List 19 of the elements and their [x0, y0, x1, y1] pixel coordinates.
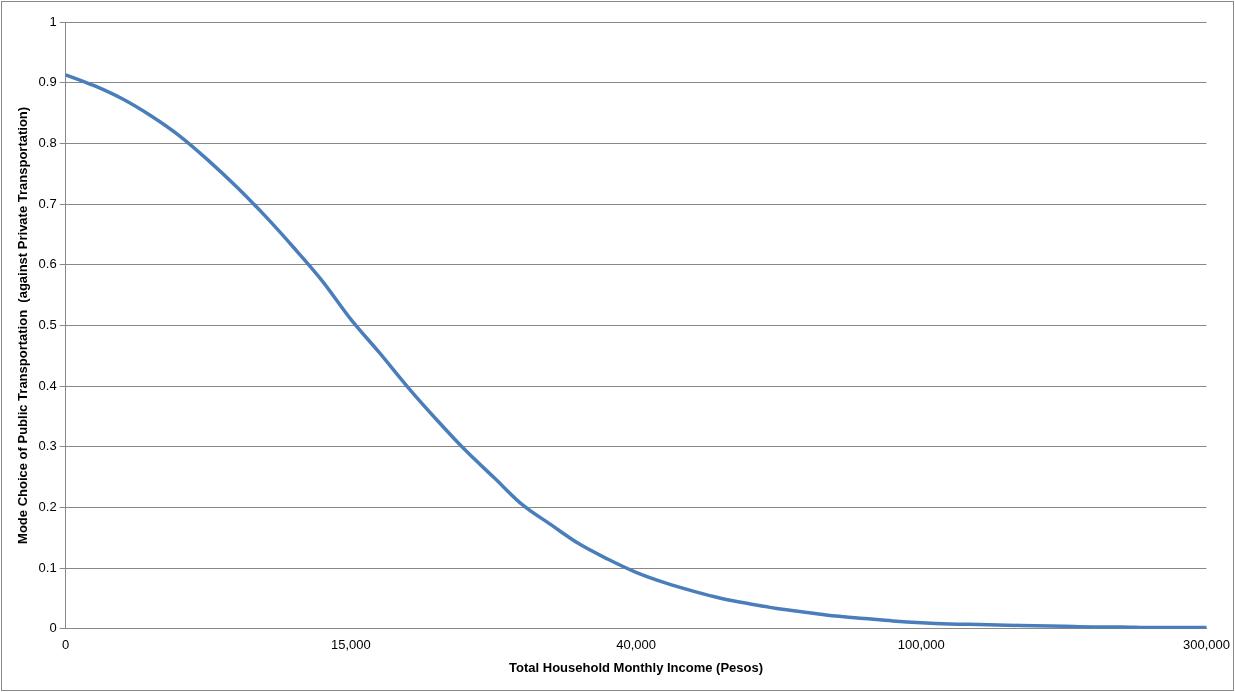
- y-tick-label: 0.5: [38, 316, 57, 332]
- y-tick-label: 0.3: [38, 438, 57, 454]
- y-tick-label: 0.8: [38, 134, 57, 150]
- y-tick-label: 0.2: [38, 499, 57, 515]
- x-tick-label: 15,000: [331, 637, 371, 653]
- y-tick-label: 0.4: [38, 377, 57, 393]
- y-tick-label: 0.7: [38, 195, 57, 211]
- y-tick-label: 0.6: [38, 256, 57, 272]
- line-series: [63, 73, 1209, 629]
- x-tick-label: 0: [62, 637, 70, 653]
- y-tick-label: 0: [49, 620, 57, 636]
- y-tick-label: 0.1: [38, 559, 57, 575]
- y-axis-title: Mode Choice of Public Transportation (against Private Transportation): [15, 106, 31, 544]
- x-tick-label: 300,000: [1183, 637, 1230, 653]
- x-axis-title: Total Household Monthly Income (Pesos): [509, 659, 764, 675]
- x-tick-label: 100,000: [897, 637, 945, 653]
- x-tick-label: 40,000: [616, 637, 656, 653]
- y-tick-label: 0.9: [38, 74, 57, 90]
- y-tick-label: 1: [49, 13, 57, 29]
